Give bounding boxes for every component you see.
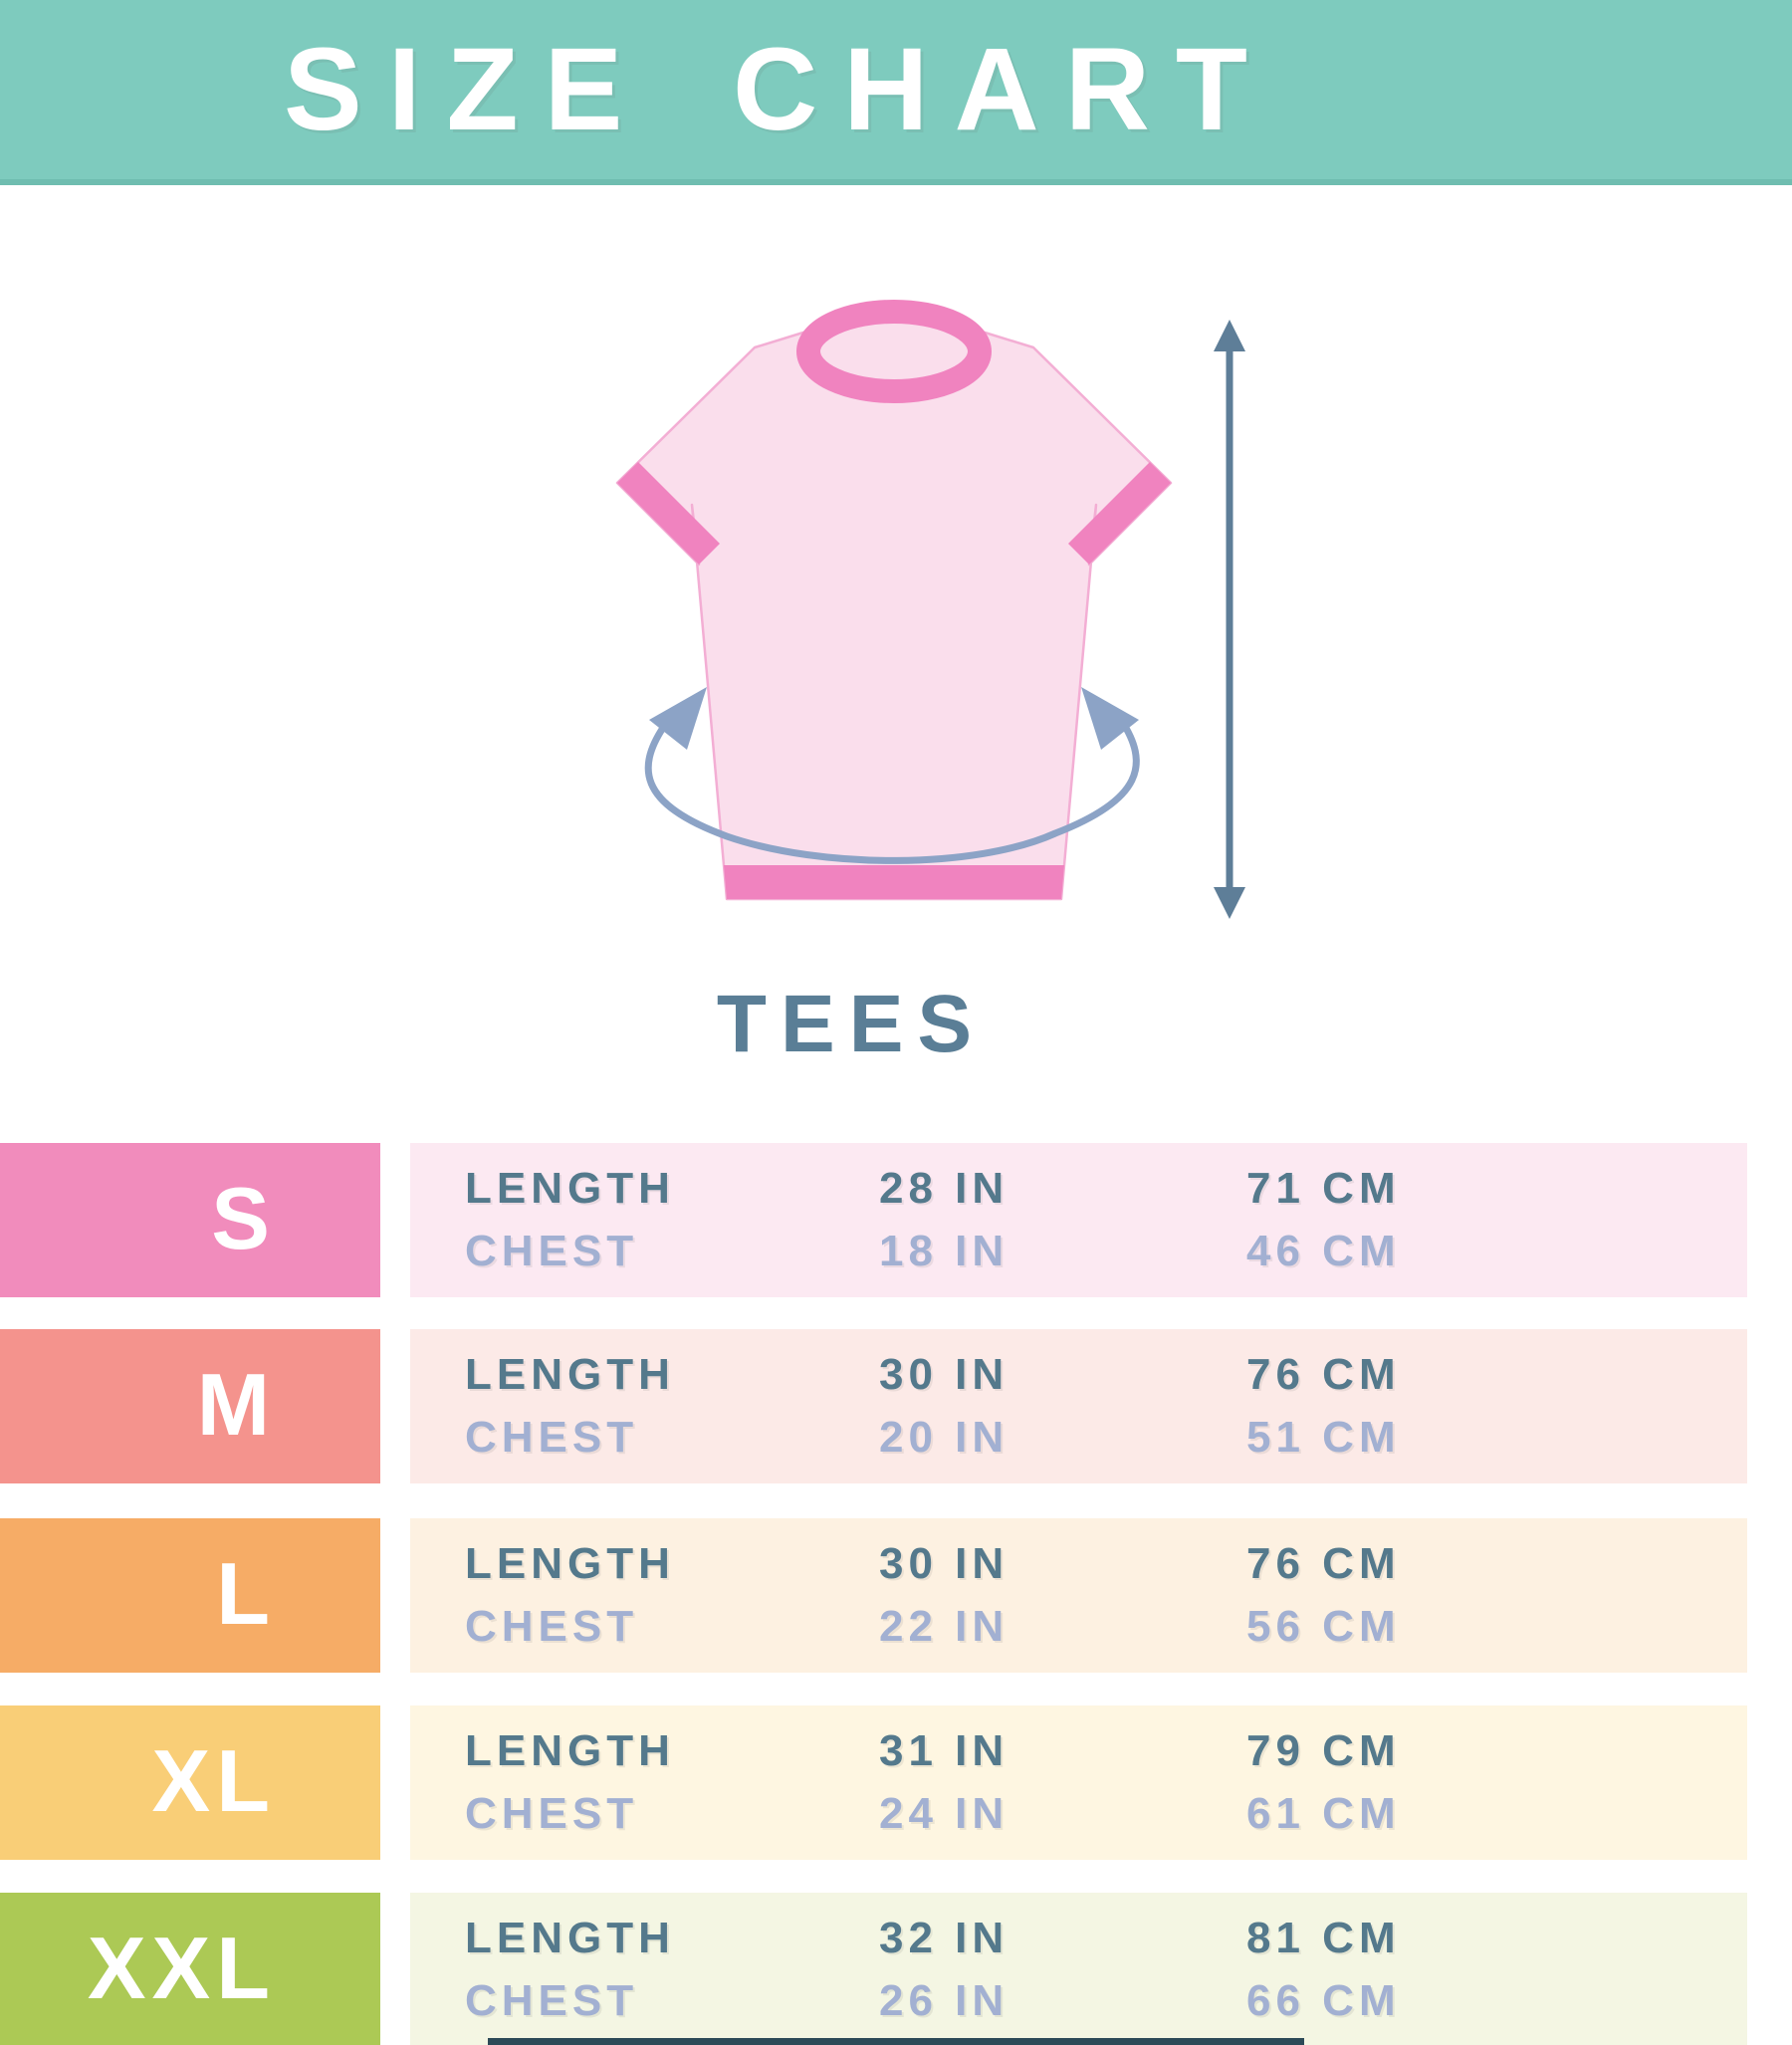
length-label: LENGTH bbox=[465, 1726, 675, 1775]
row-band: LENGTH CHEST 30 IN 20 IN 76 CM 51 CM bbox=[410, 1329, 1747, 1483]
size-row-s: S LENGTH CHEST 28 IN 18 IN 71 CM 46 CM bbox=[0, 1143, 1792, 1297]
chest-cm-value: 61 CM bbox=[1246, 1789, 1401, 1838]
size-row-m: M LENGTH CHEST 30 IN 20 IN 76 CM 51 CM bbox=[0, 1329, 1792, 1483]
chest-label: CHEST bbox=[465, 1602, 639, 1651]
tee-illustration bbox=[615, 300, 1245, 919]
length-in-value: 30 IN bbox=[879, 1539, 1009, 1588]
chest-in-value: 26 IN bbox=[879, 1976, 1009, 2025]
chest-cm-value: 51 CM bbox=[1246, 1413, 1401, 1462]
length-in-value: 30 IN bbox=[879, 1350, 1009, 1399]
length-cm-value: 76 CM bbox=[1246, 1350, 1401, 1399]
size-tag: M bbox=[0, 1329, 380, 1483]
length-cm-value: 79 CM bbox=[1246, 1726, 1401, 1775]
length-in-value: 31 IN bbox=[879, 1726, 1009, 1775]
size-tag: S bbox=[0, 1143, 380, 1297]
size-row-l: L LENGTH CHEST 30 IN 22 IN 76 CM 56 CM bbox=[0, 1518, 1792, 1673]
size-tag: L bbox=[0, 1518, 380, 1673]
size-row-xl: XL LENGTH CHEST 31 IN 24 IN 79 CM 61 CM bbox=[0, 1705, 1792, 1860]
chest-arrow-icon bbox=[644, 687, 1140, 864]
tee-hem-trim bbox=[724, 865, 1064, 899]
row-band: LENGTH CHEST 30 IN 22 IN 76 CM 56 CM bbox=[410, 1518, 1747, 1673]
row-band: LENGTH CHEST 28 IN 18 IN 71 CM 46 CM bbox=[410, 1143, 1747, 1297]
chest-cm-value: 46 CM bbox=[1246, 1227, 1401, 1275]
row-band: LENGTH CHEST 32 IN 26 IN 81 CM 66 CM bbox=[410, 1893, 1747, 2045]
size-row-xxl: XXL LENGTH CHEST 32 IN 26 IN 81 CM 66 CM bbox=[0, 1893, 1792, 2045]
length-in-value: 28 IN bbox=[879, 1164, 1009, 1213]
chest-label: CHEST bbox=[465, 1227, 639, 1275]
chest-in-value: 24 IN bbox=[879, 1789, 1009, 1838]
length-in-value: 32 IN bbox=[879, 1914, 1009, 1962]
header: SIZE CHART bbox=[0, 0, 1792, 185]
tee-right-cuff-trim bbox=[1068, 462, 1171, 565]
tee-collar-trim bbox=[796, 300, 992, 403]
tee-left-cuff-trim bbox=[617, 462, 720, 565]
chest-label: CHEST bbox=[465, 1976, 639, 2025]
chest-in-value: 20 IN bbox=[879, 1413, 1009, 1462]
length-cm-value: 71 CM bbox=[1246, 1164, 1401, 1213]
row-band: LENGTH CHEST 31 IN 24 IN 79 CM 61 CM bbox=[410, 1705, 1747, 1860]
page-title: SIZE CHART bbox=[284, 24, 1273, 155]
next-section-edge bbox=[488, 2038, 1304, 2045]
chest-cm-value: 66 CM bbox=[1246, 1976, 1401, 2025]
length-cm-value: 76 CM bbox=[1246, 1539, 1401, 1588]
length-label: LENGTH bbox=[465, 1350, 675, 1399]
length-label: LENGTH bbox=[465, 1914, 675, 1962]
size-tag: XL bbox=[0, 1705, 380, 1860]
length-label: LENGTH bbox=[465, 1539, 675, 1588]
chest-label: CHEST bbox=[465, 1413, 639, 1462]
length-cm-value: 81 CM bbox=[1246, 1914, 1401, 1962]
product-label: TEES bbox=[716, 979, 987, 1069]
chest-cm-value: 56 CM bbox=[1246, 1602, 1401, 1651]
length-arrow-icon bbox=[1214, 320, 1245, 919]
chest-in-value: 22 IN bbox=[879, 1602, 1009, 1651]
chest-label: CHEST bbox=[465, 1789, 639, 1838]
length-label: LENGTH bbox=[465, 1164, 675, 1213]
tee-body bbox=[615, 330, 1173, 901]
size-tag: XXL bbox=[0, 1893, 380, 2045]
chest-in-value: 18 IN bbox=[879, 1227, 1009, 1275]
